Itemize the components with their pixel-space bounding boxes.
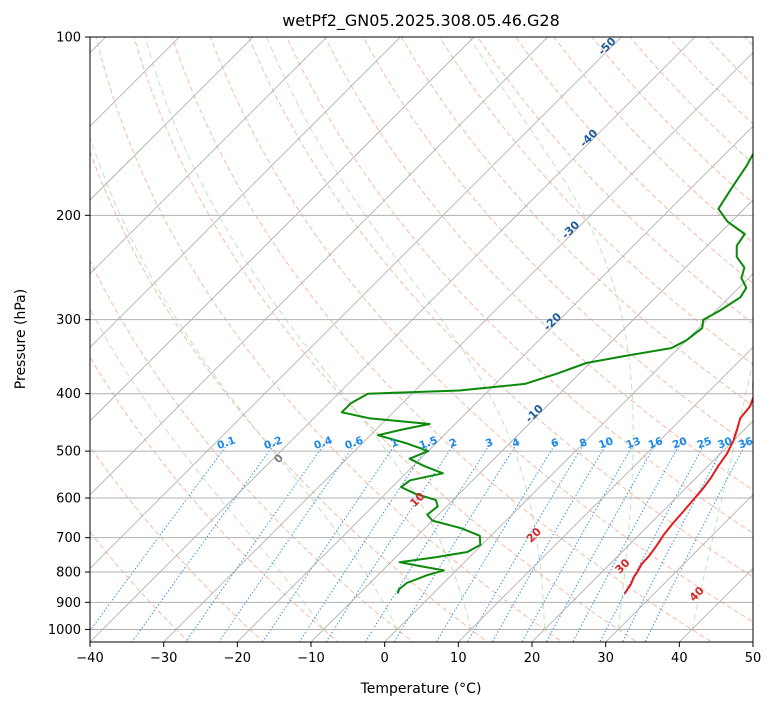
x-tick-label: −10 [297,651,324,666]
moist-adiabat-line [266,37,546,630]
sounding-profiles [340,152,753,595]
isotherm-line [531,420,753,642]
mixing-ratio-label: 20 [671,435,689,451]
dry-adiabat-line [90,150,489,642]
dry-adiabat-line [553,37,753,244]
y-tick-label: 1000 [48,623,81,638]
y-tick-label: 900 [56,596,81,611]
isotherm-line [90,37,254,201]
x-tick-label: 20 [524,651,541,666]
dry-adiabat-line [171,37,713,642]
dry-adiabat-line [133,37,638,642]
mixing-ratio-label: 4 [511,436,522,450]
chart-title: wetPf2_GN05.2025.308.05.46.G28 [282,11,560,31]
mixing-ratio-label: 6 [549,436,560,450]
mixing-ratio-line [644,440,748,642]
mixing-ratio-line [435,440,558,642]
x-axis-label: Temperature (°C) [360,681,482,697]
y-tick-label: 800 [56,566,81,581]
mixing-ratio-label: 0.4 [312,434,334,452]
isotherm-line [90,37,696,642]
mixing-ratio-label: 13 [625,435,643,451]
profile-line-1 [623,377,753,595]
dry-adiabat-line [591,37,753,204]
moist-adiabat-line [144,37,472,630]
x-tick-label: −30 [150,651,177,666]
isotherm-line [163,52,753,642]
mixing-ratio-line [621,440,728,642]
isotherm-line [90,37,328,275]
y-tick-label: 400 [56,387,81,402]
reference-grid [90,37,753,642]
isotherm-line [90,37,401,348]
dry-adiabat-line [90,259,414,642]
isotherm-line [90,37,622,569]
mixing-ratio-line [185,440,328,642]
mixing-ratio-line [90,440,231,632]
y-tick-label: 500 [56,445,81,460]
x-tick-label: 40 [671,651,688,666]
dry-adiabat-line [324,37,753,491]
y-tick-label: 300 [56,313,81,328]
x-tick-label: 0 [381,651,389,666]
mixing-ratio-label: 30 [716,435,734,451]
dry-adiabat-line [438,37,753,366]
moist-adiabat-line [691,358,753,630]
x-tick-label: 30 [597,651,614,666]
moist-adiabat-line [469,37,634,630]
moist-adiabat-line [90,308,324,630]
dry-adiabat-line [95,37,564,642]
isotherm-line [605,494,753,642]
mixing-ratio-line [521,440,637,642]
mixing-ratio-label: 16 [647,435,665,451]
mixing-ratio-line [262,440,399,642]
x-tick-label: −40 [76,651,103,666]
isotherm-line [90,37,549,496]
mixing-ratio-label: 25 [696,435,714,451]
mixing-ratio-label: 10 [597,435,615,451]
x-tick-label: 50 [745,651,762,666]
axes: −40 −30 −20 −10 0 10 20 30 40 5010020030040050060… [48,31,761,667]
plot-frame [89,36,754,643]
y-tick-label: 200 [56,209,81,224]
isotherm-line [236,125,753,642]
y-tick-label: 100 [56,31,81,46]
mixing-ratio-line [218,440,358,642]
mixing-ratio-label: 1 [389,436,400,450]
x-tick-label: 10 [450,651,467,666]
mixing-ratio-label: 0.6 [343,434,365,452]
mixing-ratio-label: 36 [737,435,755,451]
profile-line-2 [340,152,753,594]
moist-adiabat-line [90,135,398,630]
isotherm-line [457,346,753,642]
dry-adiabat-line [400,37,753,407]
mixing-ratio-label: 0.2 [262,434,284,452]
dry-adiabat-line [90,356,339,642]
dry-adiabat-line [476,37,753,325]
mixing-ratio-line [466,440,587,642]
dry-adiabat-line [209,37,753,623]
y-axis-label: Pressure (hPa) [13,289,29,389]
mixing-ratio-label: 1.5 [418,434,440,452]
isotherm-line [90,37,475,422]
dry-adiabat-line [515,37,753,284]
isotherm-line [310,199,753,642]
mixing-ratio-line [298,440,432,642]
dry-adiabat-line [286,37,753,534]
mixing-ratio-label: 3 [484,436,495,450]
mixing-ratio-label: 0.1 [216,434,238,452]
y-tick-label: 700 [56,531,81,546]
mixing-ratio-line [599,440,707,642]
mixing-ratio-label: 2 [448,436,459,450]
dry-adiabat-line [362,37,753,449]
y-tick-label: 600 [56,492,81,507]
mixing-ratio-label: 8 [578,436,589,450]
x-tick-label: −20 [224,651,251,666]
mixing-ratio-line [491,440,609,642]
